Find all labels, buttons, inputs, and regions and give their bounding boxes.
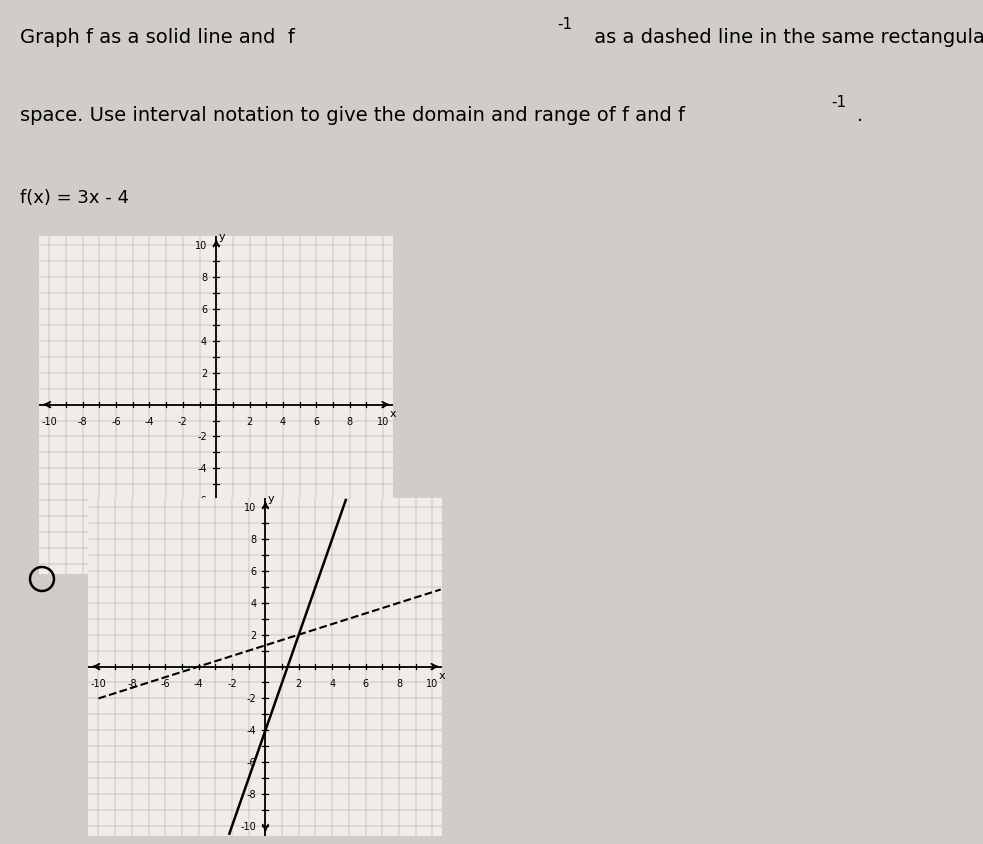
Text: 8: 8: [250, 534, 257, 544]
Text: 2: 2: [201, 368, 207, 378]
Text: 4: 4: [250, 598, 257, 608]
Text: x: x: [439, 670, 445, 680]
Text: 6: 6: [314, 416, 319, 426]
Text: .: .: [857, 106, 863, 125]
Text: Graph f as a solid line and  f: Graph f as a solid line and f: [20, 29, 295, 47]
Text: -4: -4: [194, 678, 203, 688]
Text: 4: 4: [329, 678, 335, 688]
Text: -4: -4: [198, 464, 207, 473]
Text: -8: -8: [78, 416, 87, 426]
Text: -4: -4: [247, 726, 257, 735]
Text: 8: 8: [201, 273, 207, 283]
Text: 10: 10: [377, 416, 389, 426]
Text: 10: 10: [195, 241, 207, 251]
Text: 8: 8: [396, 678, 402, 688]
Text: space. Use interval notation to give the domain and range of f and f: space. Use interval notation to give the…: [20, 106, 685, 125]
Text: 6: 6: [250, 566, 257, 576]
Text: -8: -8: [198, 528, 207, 538]
Text: 8: 8: [347, 416, 353, 426]
Text: -4: -4: [145, 416, 154, 426]
Text: -10: -10: [41, 416, 57, 426]
Text: as a dashed line in the same rectangular coordinate: as a dashed line in the same rectangular…: [588, 29, 983, 47]
Text: 10: 10: [244, 502, 257, 512]
Text: 2: 2: [250, 630, 257, 640]
Text: -8: -8: [127, 678, 137, 688]
Text: -6: -6: [247, 757, 257, 767]
Text: 2: 2: [296, 678, 302, 688]
Text: -8: -8: [247, 789, 257, 799]
Text: 4: 4: [201, 337, 207, 346]
Text: 6: 6: [363, 678, 369, 688]
Text: -2: -2: [178, 416, 188, 426]
Text: -6: -6: [111, 416, 121, 426]
Text: -10: -10: [90, 678, 106, 688]
Text: -10: -10: [241, 821, 257, 831]
Text: y: y: [219, 231, 225, 241]
Text: -10: -10: [192, 560, 207, 570]
Text: -2: -2: [247, 694, 257, 704]
Text: 6: 6: [201, 305, 207, 315]
Text: -2: -2: [227, 678, 237, 688]
Text: -6: -6: [198, 495, 207, 506]
Text: -1: -1: [557, 17, 572, 31]
Text: 10: 10: [427, 678, 438, 688]
Text: 2: 2: [247, 416, 253, 426]
Text: 4: 4: [280, 416, 286, 426]
Text: -1: -1: [832, 95, 846, 110]
Text: f(x) = 3x - 4: f(x) = 3x - 4: [20, 189, 129, 207]
Text: x: x: [390, 408, 396, 419]
Text: -6: -6: [160, 678, 170, 688]
Text: y: y: [268, 493, 274, 503]
Text: -2: -2: [198, 432, 207, 442]
